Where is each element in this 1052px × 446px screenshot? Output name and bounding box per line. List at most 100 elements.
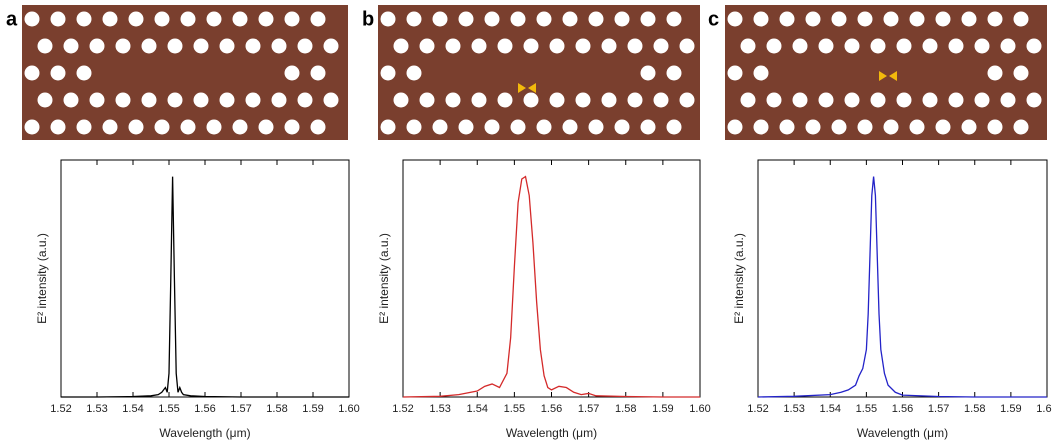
air-hole (1001, 93, 1016, 108)
air-hole (667, 12, 682, 27)
air-hole (324, 39, 339, 54)
air-hole (64, 39, 79, 54)
air-hole (988, 66, 1003, 81)
x-tick-label: 1.60 (689, 403, 710, 415)
air-hole (728, 66, 743, 81)
plot-frame (61, 160, 349, 397)
air-hole (485, 12, 500, 27)
air-hole (628, 39, 643, 54)
air-hole (524, 93, 539, 108)
air-hole (116, 93, 131, 108)
x-tick-label: 1.60 (338, 403, 359, 415)
air-hole (298, 93, 313, 108)
air-hole (654, 39, 669, 54)
air-hole (259, 12, 274, 27)
air-hole (754, 66, 769, 81)
air-hole (754, 12, 769, 27)
x-tick-label: 1.60 (1036, 403, 1052, 415)
air-hole (845, 93, 860, 108)
x-axis-label: Wavelength (μm) (159, 426, 250, 440)
air-hole (272, 93, 287, 108)
spectrum-line (758, 177, 1047, 397)
air-hole (77, 120, 92, 135)
air-hole (1027, 39, 1042, 54)
air-hole (194, 93, 209, 108)
air-hole (615, 120, 630, 135)
y-axis-label: E² intensity (a.u.) (377, 233, 391, 324)
air-hole (741, 93, 756, 108)
air-hole (407, 66, 422, 81)
page: a1.521.531.541.551.561.571.581.591.60Wav… (0, 0, 1052, 446)
air-hole (524, 39, 539, 54)
x-tick-label: 1.52 (392, 403, 413, 415)
air-hole (641, 66, 656, 81)
air-hole (858, 120, 873, 135)
air-hole (25, 120, 40, 135)
air-hole (550, 39, 565, 54)
panel-label: c (708, 8, 719, 30)
x-tick-label: 1.58 (615, 403, 636, 415)
air-hole (576, 93, 591, 108)
x-tick-label: 1.55 (158, 403, 179, 415)
air-hole (103, 12, 118, 27)
air-hole (155, 12, 170, 27)
air-hole (949, 93, 964, 108)
air-hole (51, 12, 66, 27)
air-hole (1001, 39, 1016, 54)
spectrum-line (403, 177, 700, 397)
x-tick-label: 1.56 (892, 403, 913, 415)
x-tick-label: 1.54 (820, 403, 841, 415)
air-hole (602, 39, 617, 54)
air-hole (680, 93, 695, 108)
air-hole (246, 39, 261, 54)
air-hole (641, 120, 656, 135)
air-hole (77, 12, 92, 27)
air-hole (680, 39, 695, 54)
air-hole (910, 120, 925, 135)
air-hole (394, 39, 409, 54)
air-hole (472, 39, 487, 54)
air-hole (936, 120, 951, 135)
air-hole (511, 12, 526, 27)
air-hole (897, 93, 912, 108)
air-hole (472, 93, 487, 108)
air-hole (962, 120, 977, 135)
x-tick-label: 1.54 (122, 403, 143, 415)
air-hole (537, 120, 552, 135)
x-tick-label: 1.52 (50, 403, 71, 415)
x-tick-label: 1.58 (266, 403, 287, 415)
air-hole (563, 12, 578, 27)
air-hole (259, 120, 274, 135)
y-axis-label: E² intensity (a.u.) (732, 233, 746, 324)
air-hole (1014, 120, 1029, 135)
air-hole (433, 120, 448, 135)
air-hole (155, 120, 170, 135)
x-tick-label: 1.55 (504, 403, 525, 415)
air-hole (324, 93, 339, 108)
air-hole (407, 120, 422, 135)
air-hole (988, 12, 1003, 27)
air-hole (233, 12, 248, 27)
air-hole (459, 12, 474, 27)
air-hole (311, 12, 326, 27)
air-hole (220, 93, 235, 108)
spectrum-line (61, 177, 349, 397)
air-hole (64, 93, 79, 108)
air-hole (550, 93, 565, 108)
air-hole (884, 12, 899, 27)
air-hole (233, 120, 248, 135)
air-hole (311, 120, 326, 135)
x-tick-label: 1.55 (856, 403, 877, 415)
air-hole (38, 39, 53, 54)
x-tick-label: 1.53 (783, 403, 804, 415)
air-hole (780, 12, 795, 27)
air-hole (207, 12, 222, 27)
air-hole (446, 93, 461, 108)
air-hole (90, 39, 105, 54)
air-hole (819, 39, 834, 54)
air-hole (949, 39, 964, 54)
air-hole (845, 39, 860, 54)
air-hole (246, 93, 261, 108)
air-hole (220, 39, 235, 54)
air-hole (168, 93, 183, 108)
